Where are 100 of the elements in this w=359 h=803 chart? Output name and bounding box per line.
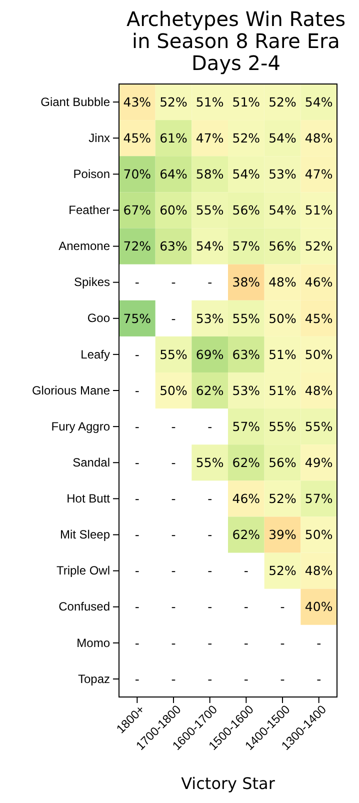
y-tick-label: Glorious Mane: [32, 383, 110, 398]
data-label: 52%: [232, 130, 260, 146]
text: -: [208, 418, 212, 434]
text: -: [134, 491, 140, 506]
text: -: [280, 671, 285, 686]
text: -: [171, 454, 176, 470]
text: -: [280, 599, 285, 614]
data-label: 54%: [268, 202, 297, 218]
data-label: 43%: [123, 94, 152, 110]
data-label: 51%: [268, 382, 297, 398]
data-label: 50%: [304, 346, 333, 362]
data-label: 50%: [304, 527, 333, 542]
y-tick-label: Mit Sleep: [60, 528, 110, 542]
text: -: [171, 274, 176, 290]
data-label: 70%: [123, 166, 152, 182]
text: -: [208, 491, 212, 506]
data-label: 54%: [304, 94, 333, 110]
chart-title: Archetypes Win Rates in Season 8 Rare Era Days 2-4: [126, 7, 346, 75]
data-label: 56%: [232, 202, 260, 218]
data-label: 46%: [232, 491, 260, 506]
data-label: 57%: [232, 418, 260, 434]
text: -: [208, 274, 212, 290]
data-label: 51%: [304, 202, 333, 218]
data-label: 67%: [123, 202, 152, 218]
text: -: [134, 274, 140, 290]
data-label: 48%: [304, 382, 333, 398]
y-tick-label: Leafy: [80, 347, 110, 362]
data-label: 64%: [160, 166, 188, 182]
text: -: [208, 671, 212, 686]
data-label: 52%: [268, 491, 297, 506]
data-label: 51%: [232, 94, 260, 110]
data-label: 63%: [160, 238, 188, 254]
data-label: 47%: [304, 166, 333, 182]
data-label: 53%: [196, 310, 224, 326]
y-tick-label: Hot Butt: [66, 492, 111, 506]
data-label: 53%: [232, 382, 260, 398]
data-label: 53%: [268, 166, 297, 182]
text: -: [244, 671, 248, 686]
data-label: 56%: [268, 238, 297, 254]
data-label: 52%: [268, 94, 297, 110]
data-label: 45%: [123, 130, 152, 146]
text: -: [134, 454, 140, 470]
text: -: [171, 635, 176, 650]
text: -: [316, 635, 322, 650]
data-label: 63%: [232, 346, 260, 362]
y-tick-label: Poison: [73, 166, 110, 181]
text: -: [134, 346, 140, 362]
text: -: [171, 671, 176, 686]
data-label: 69%: [196, 346, 224, 362]
data-label: 57%: [304, 491, 333, 506]
text: -: [208, 635, 212, 650]
text: -: [208, 599, 212, 614]
data-label: 54%: [268, 130, 297, 146]
data-label: 56%: [268, 454, 297, 470]
y-tick-label: Jinx: [88, 130, 110, 145]
y-tick-label: Feather: [68, 203, 110, 218]
text: -: [134, 527, 140, 542]
y-tick-label: Topaz: [78, 672, 110, 686]
y-tick-label: Spikes: [74, 275, 110, 290]
y-tick-label: Confused: [58, 600, 110, 614]
text: -: [134, 599, 140, 614]
y-tick-label: Anemone: [58, 239, 110, 254]
text: -: [134, 671, 140, 686]
data-label: 55%: [196, 202, 224, 218]
text: -: [244, 563, 248, 578]
data-label: 47%: [196, 130, 224, 146]
text: -: [134, 382, 140, 398]
data-label: 54%: [196, 238, 224, 254]
text: -: [171, 491, 176, 506]
data-label: 55%: [232, 310, 260, 326]
text: -: [171, 527, 176, 542]
y-tick-label: Giant Bubble: [40, 94, 110, 109]
text: -: [244, 635, 248, 650]
text: -: [208, 527, 212, 542]
data-label: 62%: [232, 527, 260, 542]
data-label: 55%: [304, 418, 333, 434]
data-label: 51%: [268, 346, 297, 362]
data-label: 38%: [232, 274, 260, 290]
y-tick-label: Sandal: [72, 455, 110, 470]
data-label: 55%: [160, 346, 188, 362]
y-tick-label: Fury Aggro: [51, 419, 110, 434]
text: -: [134, 563, 140, 578]
text: -: [208, 563, 212, 578]
data-label: 50%: [160, 382, 188, 398]
y-tick-label: Momo: [76, 636, 110, 650]
data-label: 48%: [268, 274, 297, 290]
data-label: 60%: [160, 202, 188, 218]
text: -: [316, 671, 322, 686]
data-label: 51%: [196, 94, 224, 110]
data-label: 55%: [268, 418, 297, 434]
data-label: 75%: [123, 310, 152, 326]
text: -: [171, 418, 176, 434]
data-label: 58%: [196, 166, 224, 182]
text: -: [134, 418, 140, 434]
data-label: 49%: [304, 454, 333, 470]
data-label: 55%: [196, 454, 224, 470]
data-label: 45%: [304, 310, 333, 326]
text: -: [171, 599, 176, 614]
text: -: [171, 563, 176, 578]
data-label: 62%: [196, 382, 224, 398]
